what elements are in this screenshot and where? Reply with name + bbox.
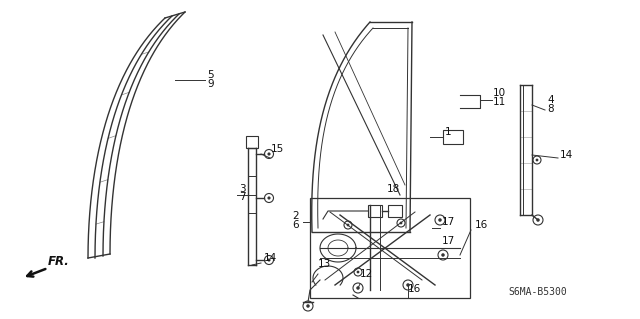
Circle shape (399, 222, 403, 224)
Text: 7: 7 (239, 192, 246, 202)
Text: 13: 13 (318, 259, 332, 269)
Circle shape (268, 197, 271, 200)
Circle shape (441, 253, 445, 257)
Bar (443, 130, 463, 144)
Text: 2: 2 (292, 211, 299, 221)
Circle shape (268, 258, 271, 262)
Text: 16: 16 (475, 220, 488, 230)
Text: 6: 6 (292, 220, 299, 230)
Circle shape (406, 283, 410, 287)
Text: 12: 12 (360, 269, 373, 279)
Text: 14: 14 (264, 253, 277, 263)
Circle shape (307, 304, 310, 308)
Text: 11: 11 (493, 97, 506, 107)
Circle shape (536, 218, 540, 222)
Text: 9: 9 (207, 79, 214, 89)
Text: FR.: FR. (48, 255, 70, 268)
Bar (246, 136, 258, 148)
Text: 18: 18 (387, 184, 400, 194)
Text: 3: 3 (239, 184, 246, 194)
Text: 16: 16 (408, 284, 421, 294)
Text: 8: 8 (547, 104, 554, 114)
Bar (310, 198, 470, 298)
Circle shape (438, 218, 442, 222)
Bar (388, 205, 402, 217)
Circle shape (536, 159, 538, 161)
Text: 17: 17 (442, 236, 455, 246)
Circle shape (268, 152, 271, 156)
Text: 14: 14 (560, 150, 573, 160)
Text: 4: 4 (547, 95, 554, 105)
Text: 15: 15 (271, 144, 284, 154)
Text: 10: 10 (493, 88, 506, 98)
Circle shape (356, 271, 360, 273)
Text: 17: 17 (442, 217, 455, 227)
Circle shape (347, 224, 349, 226)
Text: 1: 1 (445, 127, 452, 137)
Text: S6MA-B5300: S6MA-B5300 (508, 287, 567, 297)
Circle shape (356, 286, 360, 290)
Text: 5: 5 (207, 70, 214, 80)
Bar (368, 205, 382, 217)
